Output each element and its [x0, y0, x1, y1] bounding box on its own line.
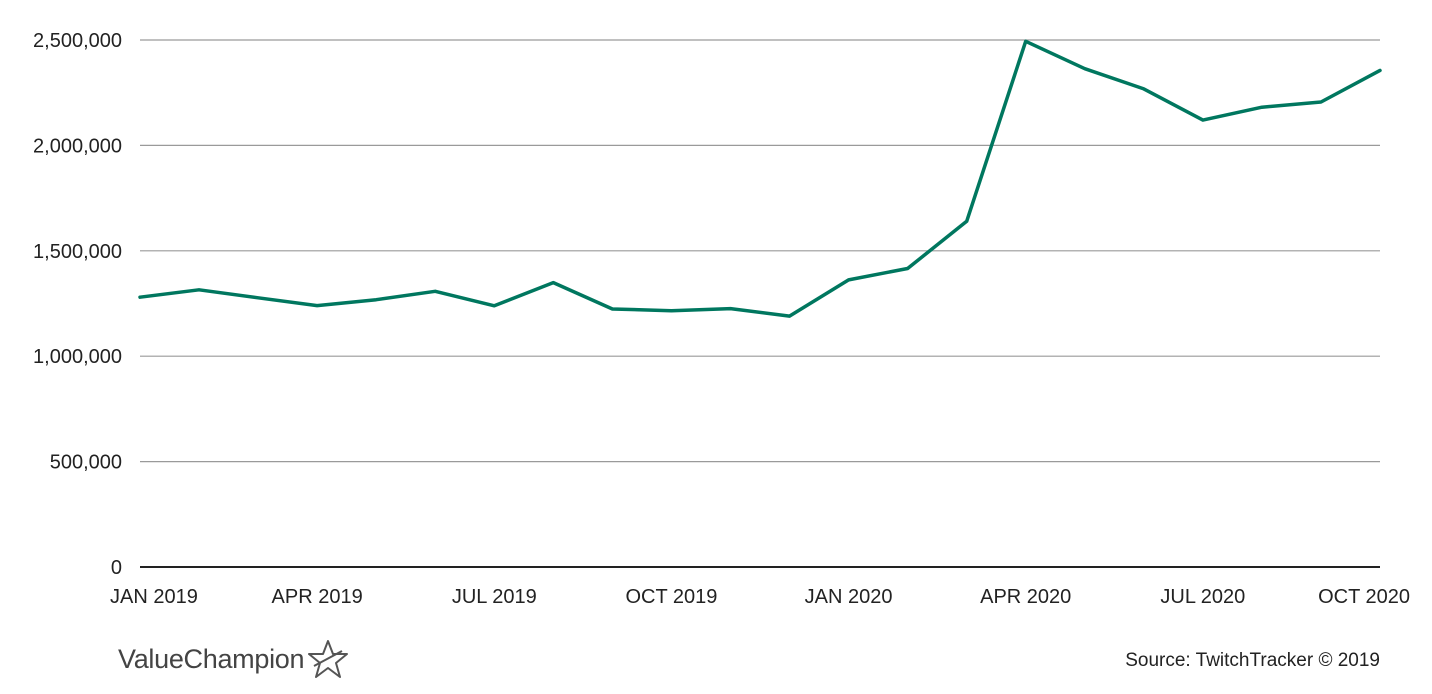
- data-point: [256, 296, 260, 300]
- y-tick-label: 500,000: [50, 452, 122, 474]
- data-point: [669, 309, 673, 313]
- data-point: [1142, 87, 1146, 91]
- data-point: [551, 281, 555, 285]
- x-tick-label: APR 2020: [980, 586, 1071, 608]
- y-tick-label: 1,500,000: [33, 241, 122, 263]
- x-tick-label: OCT 2020: [1318, 586, 1410, 608]
- data-point: [138, 295, 142, 299]
- y-tick-label: 1,000,000: [33, 346, 122, 368]
- x-tick-label: JUL 2019: [452, 586, 537, 608]
- series-line: [138, 39, 1382, 318]
- data-point: [1024, 39, 1028, 43]
- data-point: [1319, 100, 1323, 104]
- x-tick-label: APR 2019: [272, 586, 363, 608]
- valuechampion-logo: ValueChampion: [118, 636, 349, 682]
- gridlines: [140, 39, 1380, 568]
- x-tick-label: OCT 2019: [625, 586, 717, 608]
- data-point: [1201, 118, 1205, 122]
- data-point: [1378, 68, 1382, 72]
- data-point: [374, 298, 378, 302]
- data-point: [906, 267, 910, 271]
- data-point: [315, 304, 319, 308]
- data-point: [1083, 67, 1087, 71]
- data-point: [433, 289, 437, 293]
- y-tick-label: 0: [111, 557, 122, 579]
- x-axis-tick-labels: JAN 2019 APR 2019 JUL 2019 OCT 2019 JAN 2020…: [110, 586, 1410, 608]
- y-tick-label: 2,500,000: [33, 30, 122, 52]
- y-tick-label: 2,000,000: [33, 135, 122, 157]
- data-point: [1260, 105, 1264, 109]
- x-tick-label: JAN 2020: [805, 586, 893, 608]
- data-point: [610, 307, 614, 311]
- data-point: [492, 304, 496, 308]
- logo-wordmark: ValueChampion: [118, 643, 305, 674]
- data-point: [965, 219, 969, 223]
- y-axis-tick-labels: 0 500,000 1,000,000 1,500,000 2,000,000 2,500…: [33, 30, 122, 579]
- line-chart: 0 500,000 1,000,000 1,500,000 2,000,000 2,500…: [33, 30, 1410, 608]
- source-note: Source: TwitchTracker © 2019: [1125, 650, 1380, 671]
- data-point: [788, 314, 792, 318]
- data-point: [728, 307, 732, 311]
- x-tick-label: JUL 2020: [1160, 586, 1245, 608]
- series-layer: [138, 39, 1382, 318]
- star-outline-icon: [308, 639, 349, 679]
- x-tick-label: JAN 2019: [110, 586, 198, 608]
- data-point: [847, 278, 851, 282]
- data-point: [197, 288, 201, 292]
